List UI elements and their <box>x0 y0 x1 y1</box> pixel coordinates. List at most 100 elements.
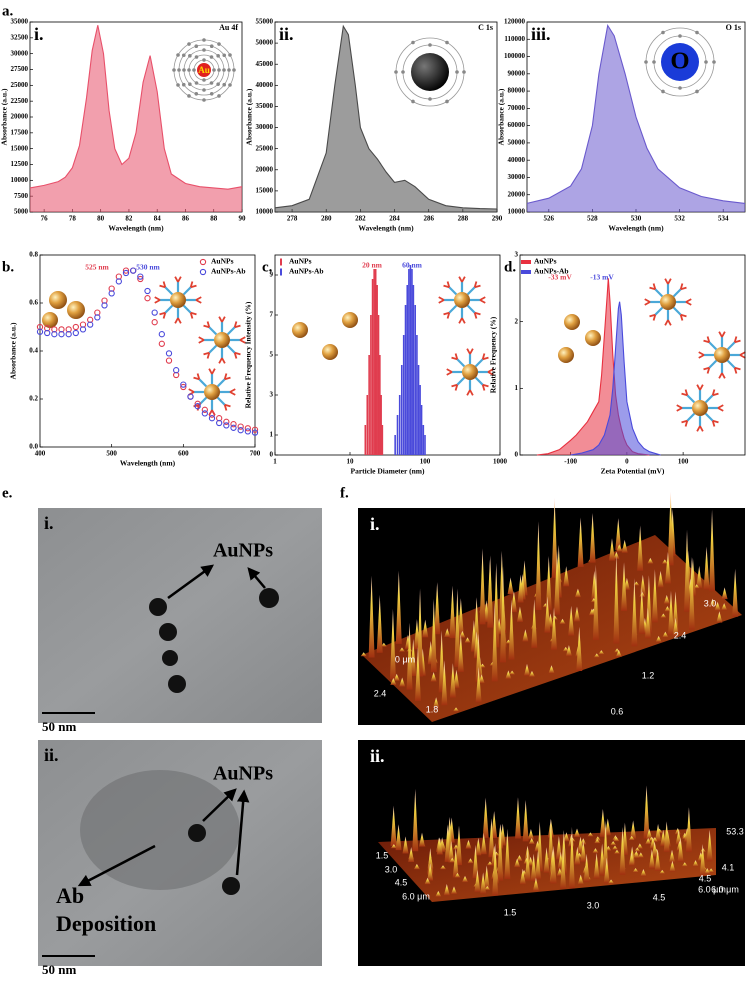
scatter-point <box>165 350 173 357</box>
afm-spike <box>716 611 723 623</box>
afm-spike <box>664 606 671 612</box>
antibody-arm <box>443 311 450 316</box>
scatter-point <box>151 309 158 316</box>
afm-spike <box>454 872 461 878</box>
afm-spike <box>593 853 600 879</box>
electron <box>194 91 199 96</box>
y-tick-label: 3 <box>270 391 274 399</box>
afm-spike <box>524 663 531 676</box>
electron <box>401 70 405 74</box>
antibody-arm <box>203 351 210 356</box>
y-tick-label: 35000 <box>11 18 29 26</box>
electron <box>695 30 699 35</box>
antibody <box>726 359 736 369</box>
afm-spike <box>410 638 417 677</box>
tem-panel-label: i. <box>44 513 54 533</box>
legend-swatch <box>199 258 207 266</box>
antibody-arm <box>481 384 486 391</box>
afm-spike <box>573 606 580 622</box>
area-line <box>274 24 498 210</box>
afm-spike <box>368 575 375 658</box>
scatter-point <box>165 357 173 364</box>
afm-spike <box>660 613 667 618</box>
afm-spike <box>419 832 426 847</box>
antibody-arm <box>223 404 228 411</box>
antibody-arm <box>466 389 471 396</box>
afm-spike <box>492 842 499 896</box>
area-line <box>570 301 661 456</box>
y-tick-label: 22500 <box>11 97 29 105</box>
antibody <box>226 326 236 336</box>
afm-spike <box>376 594 383 653</box>
scatter-point <box>237 423 244 430</box>
y-tick-label: 40000 <box>508 156 526 164</box>
x-axis-label: Wavelength (nm) <box>120 459 176 468</box>
y-tick-label: 120000 <box>504 18 526 26</box>
y-tick-label: 0.0 <box>29 443 38 451</box>
afm-spike <box>444 824 451 862</box>
y-tick-label: 5000 <box>14 208 29 216</box>
afm-spike <box>588 608 595 616</box>
electron <box>177 68 181 72</box>
electron <box>394 70 398 74</box>
antibody-arm <box>721 331 726 338</box>
antibody-arm <box>679 314 684 321</box>
spectrum-tag: C 1s <box>478 23 493 32</box>
annotation: 530 nm <box>136 263 160 272</box>
afm-spike <box>435 890 442 897</box>
electron <box>188 82 192 86</box>
scatter-point <box>137 275 144 283</box>
afm-spike <box>688 556 695 630</box>
afm-spike <box>478 674 485 684</box>
afm-spike <box>488 818 495 858</box>
scatter-point <box>187 393 194 400</box>
afm-spike <box>427 863 434 881</box>
afm-spike <box>491 810 498 839</box>
nanoparticle <box>564 314 580 330</box>
antibody <box>708 341 718 351</box>
afm-spike <box>574 846 581 865</box>
afm-spike <box>480 872 487 894</box>
y-tick-label: 25000 <box>11 81 29 89</box>
afm-spike <box>491 602 498 682</box>
area-fill <box>570 301 661 455</box>
afm-spike <box>548 665 555 674</box>
antibody <box>672 288 682 298</box>
panel-letter: a. <box>2 3 14 19</box>
afm-spike <box>390 678 397 685</box>
antibody-arm <box>718 372 723 379</box>
antibody <box>164 286 174 296</box>
antibody-arm <box>479 299 486 304</box>
area-fill <box>527 25 745 212</box>
arrow <box>247 567 266 589</box>
y-tick-label: 15000 <box>11 144 29 152</box>
annotation: -13 mV <box>590 273 614 282</box>
electron <box>202 38 206 42</box>
afm-spike <box>505 670 512 679</box>
x-tick-label: 290 <box>492 215 503 223</box>
antibody-arm <box>698 351 705 356</box>
afm-spike <box>475 837 482 856</box>
electron <box>652 60 656 64</box>
scale-label: 50 nm <box>42 719 76 734</box>
afm-spike <box>672 591 679 633</box>
afm-spike <box>589 512 596 563</box>
afm-spike <box>616 544 623 552</box>
afm-spike <box>655 823 662 842</box>
antibody-arm <box>195 299 202 304</box>
scatter-point <box>201 410 208 417</box>
x-tick-label: 532 <box>674 215 685 223</box>
y-tick-label: 70000 <box>508 104 526 112</box>
afm-spike <box>562 646 569 652</box>
y-tick-label: 40000 <box>256 81 274 89</box>
electron <box>187 94 191 98</box>
scatter-point <box>101 302 108 309</box>
electron <box>228 83 232 87</box>
afm-spike <box>427 848 434 875</box>
afm-spike <box>527 856 534 866</box>
afm-spike <box>417 588 424 677</box>
afm-spike <box>554 549 561 615</box>
afm-spike <box>532 877 539 891</box>
afm-spike <box>662 631 669 638</box>
panel-label: ii. <box>279 24 294 44</box>
